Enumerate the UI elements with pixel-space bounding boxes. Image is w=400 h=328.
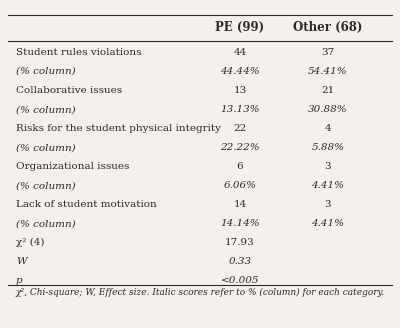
- Text: Collaborative issues: Collaborative issues: [16, 86, 122, 95]
- Text: (% column): (% column): [16, 181, 76, 190]
- Text: PE (99): PE (99): [216, 21, 264, 34]
- Text: Lack of student motivation: Lack of student motivation: [16, 200, 157, 209]
- Text: 3: 3: [325, 200, 331, 209]
- Text: p: p: [16, 276, 23, 285]
- Text: 54.41%: 54.41%: [308, 67, 348, 76]
- Text: W: W: [16, 257, 27, 266]
- Text: (% column): (% column): [16, 67, 76, 76]
- Text: (% column): (% column): [16, 143, 76, 152]
- Text: 17.93: 17.93: [225, 238, 255, 247]
- Text: (% column): (% column): [16, 105, 76, 114]
- Text: Organizational issues: Organizational issues: [16, 162, 129, 171]
- Text: 30.88%: 30.88%: [308, 105, 348, 114]
- Text: Risks for the student physical integrity: Risks for the student physical integrity: [16, 124, 221, 133]
- Text: χ² (4): χ² (4): [16, 238, 44, 247]
- Text: Student rules violations: Student rules violations: [16, 48, 142, 57]
- Text: 13.13%: 13.13%: [220, 105, 260, 114]
- Text: 4: 4: [325, 124, 331, 133]
- Text: <0.005: <0.005: [221, 276, 259, 285]
- Text: 14.14%: 14.14%: [220, 219, 260, 228]
- Text: 37: 37: [321, 48, 335, 57]
- Text: 21: 21: [321, 86, 335, 95]
- Text: 6: 6: [237, 162, 243, 171]
- Text: 4.41%: 4.41%: [312, 181, 344, 190]
- Text: 14: 14: [233, 200, 247, 209]
- Text: 22: 22: [233, 124, 247, 133]
- Text: 44: 44: [233, 48, 247, 57]
- Text: 3: 3: [325, 162, 331, 171]
- Text: 6.06%: 6.06%: [224, 181, 256, 190]
- Text: 22.22%: 22.22%: [220, 143, 260, 152]
- Text: 4.41%: 4.41%: [312, 219, 344, 228]
- Text: Other (68): Other (68): [293, 21, 363, 34]
- Text: (% column): (% column): [16, 219, 76, 228]
- Text: χ², Chi-square; W, Effect size. Italic scores refer to % (column) for each categ: χ², Chi-square; W, Effect size. Italic s…: [16, 288, 385, 297]
- Text: 13: 13: [233, 86, 247, 95]
- Text: 44.44%: 44.44%: [220, 67, 260, 76]
- Text: 0.33: 0.33: [228, 257, 252, 266]
- Text: 5.88%: 5.88%: [312, 143, 344, 152]
